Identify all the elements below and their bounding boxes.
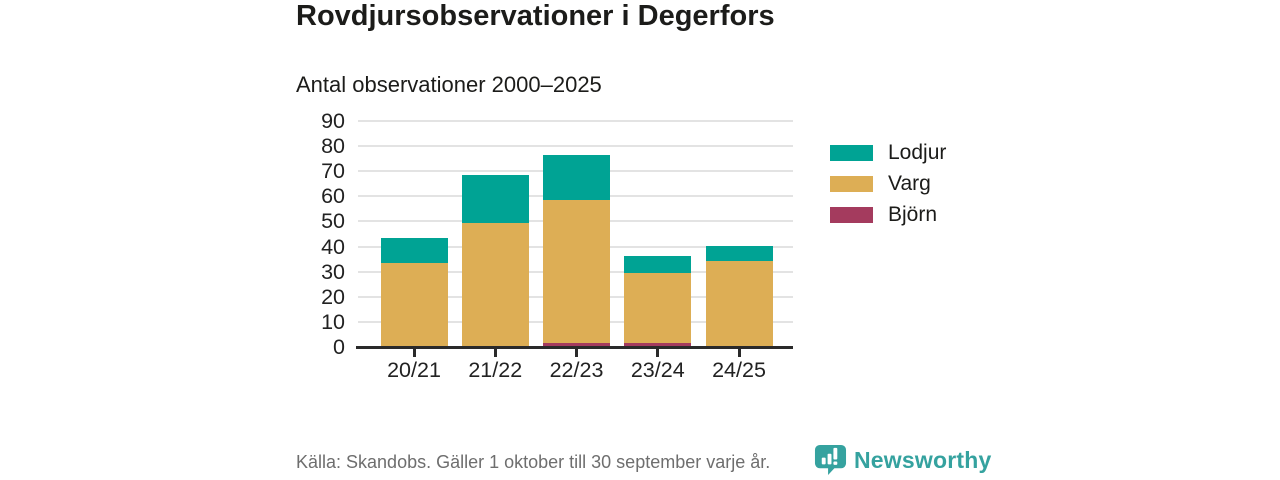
bar-segment-lodjur-21/22 — [461, 175, 529, 223]
legend-label: Varg — [888, 172, 931, 195]
legend-swatch-lodjur — [830, 145, 873, 161]
legend-item-lodjur: Lodjur — [830, 141, 946, 164]
bar-segment-varg-24/25 — [705, 260, 773, 346]
legend-label: Björn — [888, 203, 938, 226]
chart-title: Rovdjursobservationer i Degerfors — [296, 0, 775, 32]
bar-segment-björn-23/24 — [624, 343, 692, 346]
x-tick-label: 22/23 — [549, 358, 604, 382]
bar-segment-björn-22/23 — [543, 343, 610, 346]
brand-name: Newsworthy — [854, 446, 992, 473]
y-tick-label: 80 — [321, 134, 345, 159]
bar-segment-lodjur-23/24 — [624, 255, 692, 274]
x-tick-label: 21/22 — [468, 358, 523, 382]
x-tick-mark — [412, 349, 416, 357]
y-tick-label: 0 — [333, 335, 345, 359]
chart-legend: Lodjur Varg Björn — [830, 141, 946, 238]
x-tick-mark — [493, 349, 497, 357]
y-tick-label: 30 — [321, 259, 345, 284]
chart-subtitle: Antal observationer 2000–2025 — [296, 72, 602, 97]
legend-item-björn: Björn — [830, 203, 946, 226]
bar-segment-varg-23/24 — [624, 273, 692, 344]
bar-segment-lodjur-20/21 — [380, 238, 448, 264]
gridline-90 — [358, 120, 793, 122]
x-tick-label: 24/25 — [712, 358, 766, 382]
bar-segment-varg-20/21 — [380, 263, 448, 346]
x-tick-label: 23/24 — [630, 358, 685, 382]
y-tick-label: 70 — [321, 159, 345, 184]
legend-label: Lodjur — [888, 141, 947, 164]
y-tick-label: 60 — [321, 184, 345, 209]
bar-chart-speech-bubble-icon — [814, 444, 847, 475]
y-tick-label: 20 — [321, 284, 345, 309]
bar-segment-lodjur-22/23 — [543, 155, 610, 201]
legend-swatch-varg — [830, 176, 873, 192]
gridline-80 — [358, 145, 793, 148]
bar-segment-varg-22/23 — [543, 200, 610, 344]
y-tick-label: 50 — [321, 209, 345, 234]
legend-item-varg: Varg — [830, 172, 946, 195]
y-tick-label: 10 — [321, 309, 345, 334]
y-tick-label: 40 — [321, 234, 345, 259]
x-tick-mark — [737, 349, 741, 357]
bar-segment-varg-21/22 — [461, 222, 529, 346]
y-tick-label: 90 — [321, 109, 345, 133]
x-tick-mark — [656, 349, 660, 357]
legend-swatch-björn — [830, 207, 873, 223]
x-tick-mark — [575, 349, 578, 357]
x-axis-line — [356, 346, 793, 349]
source-note: Källa: Skandobs. Gäller 1 oktober till 3… — [296, 452, 771, 472]
bar-segment-lodjur-24/25 — [705, 245, 773, 261]
x-tick-label: 20/21 — [387, 358, 441, 382]
newsworthy-logo: Newsworthy — [814, 443, 991, 477]
